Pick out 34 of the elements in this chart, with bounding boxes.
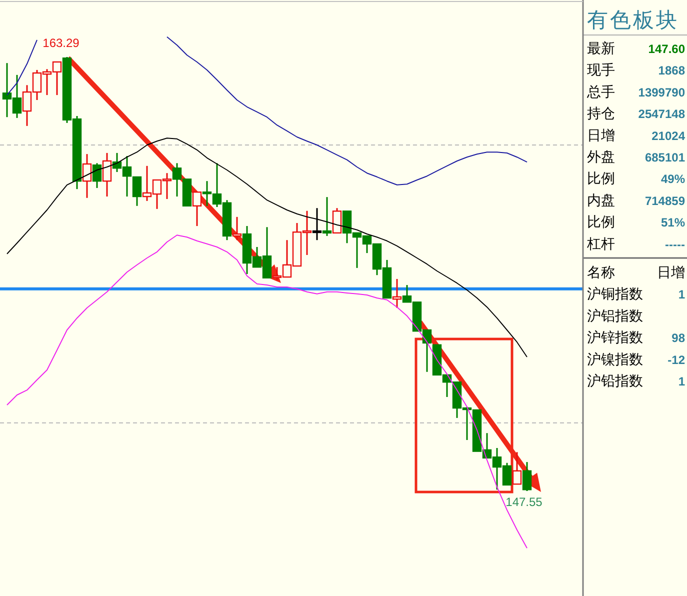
text: 98	[672, 331, 685, 346]
category-label: 现手	[587, 62, 615, 78]
text: 1868	[658, 64, 685, 78]
category-label: 外盘	[587, 148, 615, 164]
category-label: 持仓	[587, 105, 615, 122]
text: 685101	[644, 150, 685, 164]
category-label: 沪镍指数	[587, 350, 643, 367]
text: -12	[668, 352, 685, 367]
category-label: 比例	[587, 214, 615, 230]
category-label: 杠杆	[586, 235, 615, 252]
annotation: 147.55	[506, 495, 543, 509]
text: 2547148	[638, 107, 685, 122]
text: 1	[678, 374, 685, 388]
text: 49%	[660, 172, 685, 186]
text: 51%	[660, 216, 685, 230]
category-label: 日增	[587, 126, 615, 143]
category-label: 沪铜指数	[587, 286, 643, 302]
category-label: 沪铅指数	[587, 372, 643, 388]
text: 147.60	[648, 42, 685, 56]
text: 名称	[587, 264, 615, 280]
category-label: 比例	[587, 170, 615, 186]
category-label: 最新	[587, 40, 615, 56]
text: -----	[665, 237, 685, 252]
text: 714859	[644, 194, 685, 208]
text: 1	[678, 288, 685, 302]
category-label: 沪铝指数	[587, 307, 643, 324]
category-label: 沪锌指数	[587, 329, 643, 346]
category-label: 总手	[586, 83, 615, 100]
text: 有色板块	[587, 9, 679, 32]
category-label: 内盘	[587, 192, 615, 208]
text: 21024	[652, 128, 685, 143]
annotation: 163.29	[42, 36, 80, 50]
text: 日增	[657, 264, 685, 280]
text: 1399790	[638, 85, 685, 100]
